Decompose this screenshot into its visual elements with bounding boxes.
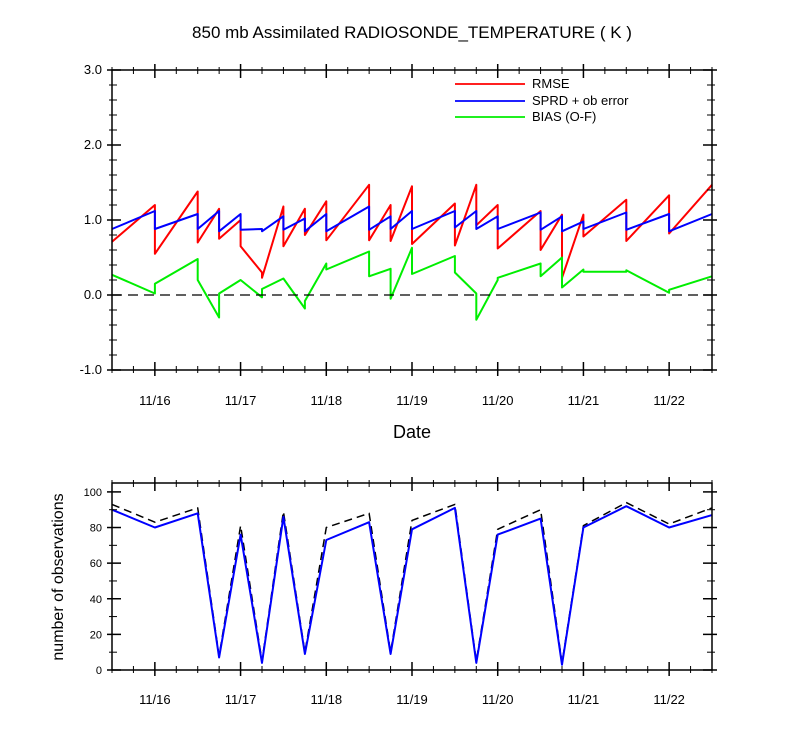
series-line-sprd-ob-error: [111, 205, 713, 233]
x-tick-label-11-16: 11/16: [139, 692, 171, 707]
top-axis-labels: 11/16 11/17 11/18 11/19 11/20 11/21 11/22 -1.0 0…: [80, 62, 685, 408]
series-line-bias-o-f: [111, 246, 713, 321]
chart-title: 850 mb Assimilated RADIOSONDE_TEMPERATUR…: [192, 23, 632, 42]
series-line-used: [111, 505, 713, 666]
y-tick-label-0: 0: [96, 665, 102, 677]
x-tick-label-11-21: 11/21: [568, 393, 600, 408]
y-tick-label-100: 100: [84, 487, 102, 499]
y-tick-label-0-0: 0.0: [84, 287, 102, 302]
y-axis-title: number of observations: [50, 493, 67, 660]
series-line-possible: [111, 501, 713, 664]
bottom-plot-frame: [111, 482, 713, 671]
bottom-chart: 11/16 11/17 11/18 11/19 11/20 11/21 11/22 0 20 40…: [50, 477, 717, 707]
x-tick-label-11-18: 11/18: [310, 692, 342, 707]
y-tick-label-40: 40: [90, 594, 102, 606]
top-chart: 850 mb Assimilated RADIOSONDE_TEMPERATUR…: [80, 23, 717, 442]
x-tick-label-11-17: 11/17: [225, 393, 257, 408]
x-tick-label-11-20: 11/20: [482, 393, 514, 408]
bottom-axis-ticks: [107, 477, 717, 676]
x-tick-label-11-22: 11/22: [653, 393, 685, 408]
bottom-series-group: [111, 501, 713, 666]
x-tick-label-11-19: 11/19: [396, 692, 428, 707]
top-series-group: [111, 183, 713, 321]
x-tick-label-11-19: 11/19: [396, 393, 428, 408]
x-axis-title: Date: [393, 422, 431, 442]
x-tick-label-11-20: 11/20: [482, 692, 514, 707]
x-tick-label-11-22: 11/22: [653, 692, 685, 707]
x-tick-label-11-16: 11/16: [139, 393, 171, 408]
y-tick-label-3-0: 3.0: [84, 62, 102, 77]
y-tick-label-60: 60: [90, 558, 102, 570]
top-axis-ticks: [107, 64, 717, 376]
legend: RMSE SPRD + ob error BIAS (O-F): [455, 76, 629, 124]
x-tick-label-11-18: 11/18: [310, 393, 342, 408]
bottom-axis-labels: 11/16 11/17 11/18 11/19 11/20 11/21 11/22 0 20 40…: [84, 487, 685, 707]
y-tick-label-80: 80: [90, 523, 102, 535]
legend-label-sprd: SPRD + ob error: [532, 93, 629, 108]
legend-label-bias: BIAS (O-F): [532, 109, 596, 124]
x-tick-label-11-17: 11/17: [225, 692, 257, 707]
legend-label-rmse: RMSE: [532, 76, 570, 91]
x-tick-label-11-21: 11/21: [568, 692, 600, 707]
y-tick-label-20: 20: [90, 629, 102, 641]
y-tick-label-2-0: 2.0: [84, 137, 102, 152]
y-tick-label-1-0: -1.0: [80, 362, 102, 377]
y-tick-label-1-0: 1.0: [84, 212, 102, 227]
